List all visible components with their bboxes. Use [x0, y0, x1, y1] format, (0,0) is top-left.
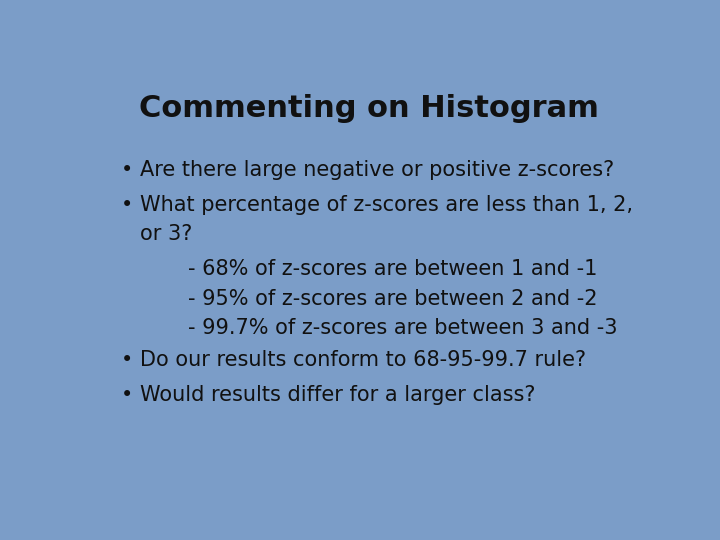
Text: •: • — [121, 194, 133, 214]
Text: - 95% of z-scores are between 2 and -2: - 95% of z-scores are between 2 and -2 — [188, 288, 597, 308]
Text: Would results differ for a larger class?: Would results differ for a larger class? — [140, 384, 536, 404]
Text: •: • — [121, 350, 133, 370]
Text: - 99.7% of z-scores are between 3 and -3: - 99.7% of z-scores are between 3 and -3 — [188, 319, 617, 339]
Text: - 68% of z-scores are between 1 and -1: - 68% of z-scores are between 1 and -1 — [188, 259, 597, 279]
Text: Commenting on Histogram: Commenting on Histogram — [139, 94, 599, 123]
Text: •: • — [121, 384, 133, 404]
Text: •: • — [121, 160, 133, 180]
Text: or 3?: or 3? — [140, 225, 192, 245]
Text: Are there large negative or positive z-scores?: Are there large negative or positive z-s… — [140, 160, 614, 180]
Text: What percentage of z-scores are less than 1, 2,: What percentage of z-scores are less tha… — [140, 194, 633, 214]
Text: Do our results conform to 68-95-99.7 rule?: Do our results conform to 68-95-99.7 rul… — [140, 350, 586, 370]
